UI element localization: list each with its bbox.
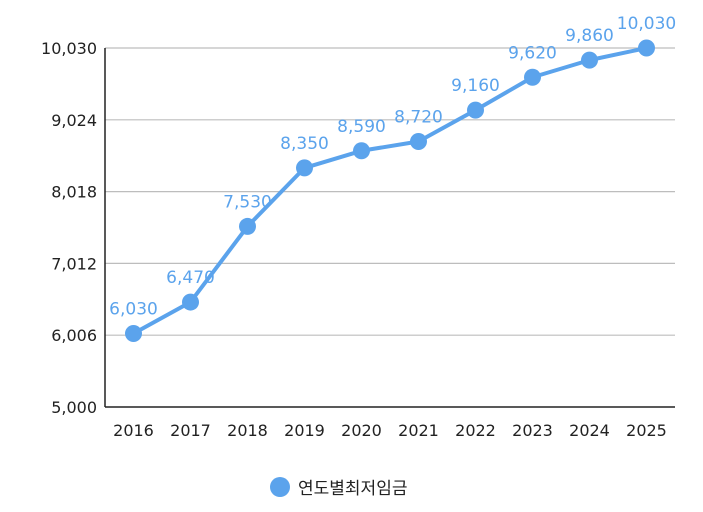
data-point xyxy=(353,142,370,160)
data-label: 8,590 xyxy=(337,117,386,137)
data-point xyxy=(125,324,142,342)
data-label: 8,720 xyxy=(394,107,443,127)
grid-lines xyxy=(105,47,675,336)
data-point xyxy=(581,51,598,69)
x-tick-label: 2017 xyxy=(170,421,211,440)
data-label: 9,620 xyxy=(508,43,557,63)
x-tick-label: 2025 xyxy=(626,421,667,440)
y-tick-label: 10,030 xyxy=(41,39,97,58)
y-tick-label: 9,024 xyxy=(51,111,97,130)
data-label: 8,350 xyxy=(280,134,329,154)
data-point xyxy=(296,159,313,177)
data-label: 6,030 xyxy=(109,299,158,319)
x-tick-labels: 2016 2017 2018 2019 2020 2021 2022 2023 2024 2025 xyxy=(113,421,667,440)
legend-label: 연도별최저임금 xyxy=(298,479,408,499)
x-tick-label: 2021 xyxy=(398,421,439,440)
legend: 연도별최저임금 xyxy=(270,474,407,499)
y-tick-label: 7,012 xyxy=(51,254,97,273)
axes xyxy=(104,48,675,408)
data-point xyxy=(524,68,541,86)
data-labels: 6,030 6,470 7,530 8,350 8,590 8,720 9,160 9,620… xyxy=(109,14,676,319)
x-tick-label: 2023 xyxy=(512,421,553,440)
series-polyline xyxy=(131,46,649,336)
y-tick-label: 5,000 xyxy=(51,398,97,417)
y-tick-label: 8,018 xyxy=(51,183,97,202)
data-point xyxy=(638,39,655,57)
data-label: 9,860 xyxy=(565,26,614,46)
x-tick-label: 2018 xyxy=(227,421,268,440)
x-tick-label: 2016 xyxy=(113,421,154,440)
data-point xyxy=(467,101,484,119)
data-label: 9,160 xyxy=(451,76,500,96)
series-line xyxy=(131,46,649,336)
y-tick-label: 6,006 xyxy=(51,326,97,345)
data-point xyxy=(239,217,256,235)
data-label: 10,030 xyxy=(617,14,676,34)
data-point xyxy=(182,293,199,311)
x-tick-label: 2020 xyxy=(341,421,382,440)
x-tick-label: 2019 xyxy=(284,421,325,440)
data-label: 6,470 xyxy=(166,268,215,288)
y-tick-labels: 5,000 6,006 7,012 8,018 9,024 10,030 xyxy=(41,39,97,417)
x-tick-label: 2022 xyxy=(455,421,496,440)
data-points xyxy=(125,39,655,342)
data-point xyxy=(410,132,427,150)
x-tick-label: 2024 xyxy=(569,421,610,440)
circle-marker-icon xyxy=(270,476,290,497)
data-label: 7,530 xyxy=(223,192,272,212)
